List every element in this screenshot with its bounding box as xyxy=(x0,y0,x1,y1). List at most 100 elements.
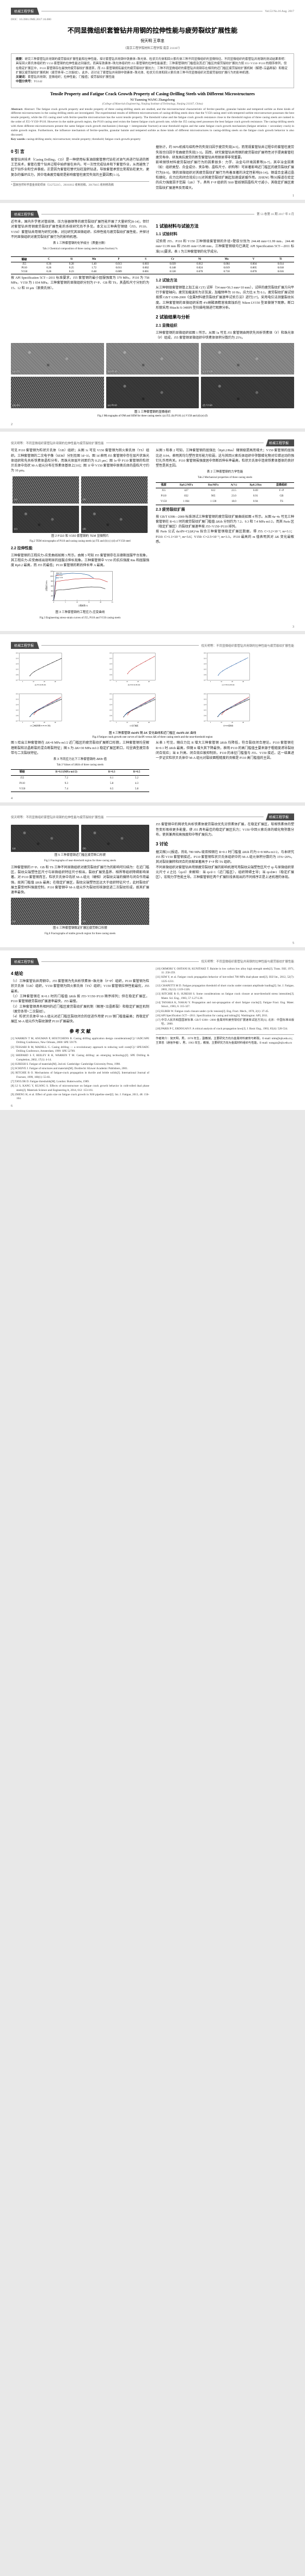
body: 4 结论 （1）三种套管钻井用钢中，J55 套管钢为先共析铁素体+珠光体（F+P… xyxy=(11,967,294,1102)
fig-label: (f) V150 xyxy=(203,404,212,407)
th: Cr xyxy=(159,257,186,262)
td: TS xyxy=(269,499,294,505)
tem-image: (b) xyxy=(81,476,148,504)
reference-item: [16] API Specification 5CT—2011. Specifi… xyxy=(156,1014,294,1018)
para: 影响钢铁材料疲劳裂纹扩展行为的因素很多：力学、冶金与环境因素等[6-7]，其中冶… xyxy=(156,161,294,191)
abstract-en-text: Abstract: The fatigue crack growth prope… xyxy=(11,108,294,137)
micrograph: (e) P110 xyxy=(106,377,199,408)
svg-text:工程应变(%): 工程应变(%) xyxy=(78,604,88,606)
td: GB xyxy=(269,494,294,499)
svg-text:40: 40 xyxy=(242,722,244,723)
fig6: (a) (b) xyxy=(11,898,149,925)
page-6: 机械工程学报 倪天明等：不同显微组织套管钻井用钢的拉伸性能与疲劳裂纹扩展性能 4… xyxy=(0,950,305,1111)
svg-text:10-7: 10-7 xyxy=(110,680,113,682)
table-row: J557.26.15.2 xyxy=(11,776,149,781)
td: 0.530 xyxy=(159,270,186,274)
header: 倪天明等：不同显微组织套管钻井用钢的拉伸性能与疲劳裂纹扩展性能 机械工程学报 xyxy=(11,813,294,820)
keywords-label: 关键词： xyxy=(16,76,28,79)
para: 按 Paris 公式 da/dN=C(ΔK)^m 拟合三种套管钢稳定扩展区数据，… xyxy=(156,530,294,545)
td: 0.26 xyxy=(38,266,60,270)
fig-label: (c) xyxy=(14,528,17,532)
td: 0.670 xyxy=(186,270,213,274)
td: 0.94 xyxy=(242,499,269,505)
clc-label: 中图分类号： xyxy=(16,80,34,83)
fractograph: (b) xyxy=(81,898,149,925)
para: 从三种钢级套管钢管上加工出 C(T) 试样（54 mm×56.3 mm×10 m… xyxy=(156,286,294,311)
svg-text:10-6: 10-6 xyxy=(16,674,19,676)
td: 7.2 xyxy=(34,776,100,781)
journal-tab: 机械工程学报 xyxy=(11,958,39,965)
svg-text:40: 40 xyxy=(242,681,244,683)
tab2-caption-en: Tab.2 Mechanical properties of three cas… xyxy=(156,476,294,480)
td: 0.002 xyxy=(132,266,160,270)
authors-cn: 倪天明 王章忠 xyxy=(11,38,294,44)
reference-item: [7] TAYLOR D. Fatigue thresholds[M]. Lon… xyxy=(11,1080,149,1084)
fig-label: (d) xyxy=(83,528,86,532)
para: J55 套管钢中的网状先共析铁素体疲劳裂纹优先沿铁素体扩展，在稳定扩展区，软相铁… xyxy=(156,823,294,838)
svg-text:10-7: 10-7 xyxy=(110,721,113,722)
page-1: 机械工程学报 Vol.53 No.16 Aug. 2017 DOI：10.390… xyxy=(0,0,305,200)
td: 0.28 xyxy=(60,262,83,267)
td: V150 xyxy=(11,787,34,792)
svg-text:5: 5 xyxy=(210,722,211,723)
svg-text:10: 10 xyxy=(76,602,78,603)
journal-tab: 机械工程学报 xyxy=(11,211,39,218)
page-2: 机械工程学报 第 53 卷第 16 期 2017 年 8 月 近年来，国内外学者… xyxy=(0,203,305,428)
td: 0.004 xyxy=(213,262,240,267)
th: Si xyxy=(60,257,83,262)
td: 6.5 xyxy=(99,787,124,792)
para: 从图 3 和表 2 可知，三种套管钢的屈强比（Rp0.2/Rm）随钢级提高而增大… xyxy=(156,449,294,469)
col-right: 据估计，约 90%机械与结构件的失效归因于疲劳失效[4-5]，而常规套管钻井过程… xyxy=(156,145,294,191)
fig4-grid: 10-710-610-510-410-310-25102040(a) J55 d… xyxy=(11,651,294,729)
svg-text:40: 40 xyxy=(54,681,56,683)
th: Rp0.2/Rm xyxy=(242,482,269,488)
para: 套管钻井技术（Casing Drilling，CD）是一种使用标准油田套管替代钻… xyxy=(11,158,149,178)
table-row: P1100.260.251.720.0110.0020.1480.0240.01… xyxy=(11,266,294,270)
abstract-cn-box: 摘要：研究三种套管钻井用钢的疲劳裂纹扩展性能和拉伸性能，探讨套管钻井用钢中铁素体… xyxy=(11,53,294,88)
th: R=0.5 xyxy=(124,770,149,776)
svg-text:10-2: 10-2 xyxy=(110,694,113,695)
td: 832 xyxy=(172,494,201,499)
col-right: J55 套管钢中的网状先共析铁素体疲劳裂纹优先沿铁素体扩展，在稳定扩展区，软相铁… xyxy=(156,823,294,938)
reference-item: [12] CHAPETTI M D. Fatigue propagation t… xyxy=(156,984,294,992)
references-heading: 参 考 文 献 xyxy=(11,1028,149,1035)
journal-tab: 机械工程学报 xyxy=(266,439,294,446)
td: 5.8 xyxy=(124,787,149,792)
td: J55 xyxy=(156,488,172,494)
page-number: 2 xyxy=(11,423,13,426)
fcg-subplot: 10-710-610-510-410-310-25102040(d) 三种套管钢… xyxy=(11,692,64,727)
references-column-right: [10] OHMORI Y, OHTANI H, KUNITAKE T. Bai… xyxy=(156,967,294,1031)
svg-text:10: 10 xyxy=(33,722,34,723)
th: Mo xyxy=(213,257,240,262)
td: 0.039 xyxy=(159,262,186,267)
svg-text:10: 10 xyxy=(221,681,222,683)
conclusion-item: （2）三种套管钢在 R=0.1 时的门槛值 ΔKth 按 J55<V150<P1… xyxy=(11,995,149,1005)
td: 18.0 xyxy=(225,499,242,505)
fig3-chart: 0200400600800100012000510152025工程应变(%)工程… xyxy=(11,569,149,607)
td: 0.009 xyxy=(105,270,132,274)
micrograph: (c) V150 xyxy=(201,343,294,375)
reference-item: [2] TESSARI R M, MADELL G. Casing drilli… xyxy=(11,1046,149,1054)
journal-tab: 机械工程学报 xyxy=(266,813,294,820)
svg-text:1200: 1200 xyxy=(50,571,53,572)
running-head: 倪天明等：不同显微组织套管钻井用钢的拉伸性能与疲劳裂纹扩展性能 xyxy=(11,815,104,819)
tem-image: (c) xyxy=(13,506,79,533)
running-head: 倪天明等：不同显微组织套管钻井用钢的拉伸性能与疲劳裂纹扩展性能 xyxy=(11,441,104,445)
svg-text:10: 10 xyxy=(127,681,129,683)
fig-label: (a) xyxy=(13,847,16,851)
svg-text:10-3: 10-3 xyxy=(204,699,206,701)
two-column-body: 0 引 言 套管钻井技术（Casing Drilling，CD）是一种使用标准油… xyxy=(11,145,294,191)
col-right: 1.2 试验方法 从三种钢级套管钢管上加工出 C(T) 试样（54 mm×56.… xyxy=(156,276,294,341)
body: 图 5 给出三种套管钢在 ΔK≈8 MPa·m1/2 近门槛区的疲劳裂纹扩展断口… xyxy=(11,741,294,794)
keywords-en-label: Key words: xyxy=(11,138,26,141)
sec-1-2-heading: 1.2 试验方法 xyxy=(156,278,294,284)
svg-text:20: 20 xyxy=(100,602,101,603)
col-left: 近年来，国内外学者对管线钢、压力容器钢等的疲劳裂纹扩展性能开展了大量研究[8-1… xyxy=(11,220,149,255)
th: R=0.3 xyxy=(99,770,124,776)
th: S xyxy=(132,257,160,262)
svg-text:25: 25 xyxy=(112,602,113,603)
sec-3-heading: 3 讨论 xyxy=(156,841,294,848)
running-head: 倪天明等：不同显微组织套管钻井用钢的拉伸性能与疲劳裂纹扩展性能 xyxy=(201,643,294,648)
fig1-caption-cn: 图 1 三种套管钢的显微组织 xyxy=(11,409,294,414)
td: 612 xyxy=(201,488,225,494)
